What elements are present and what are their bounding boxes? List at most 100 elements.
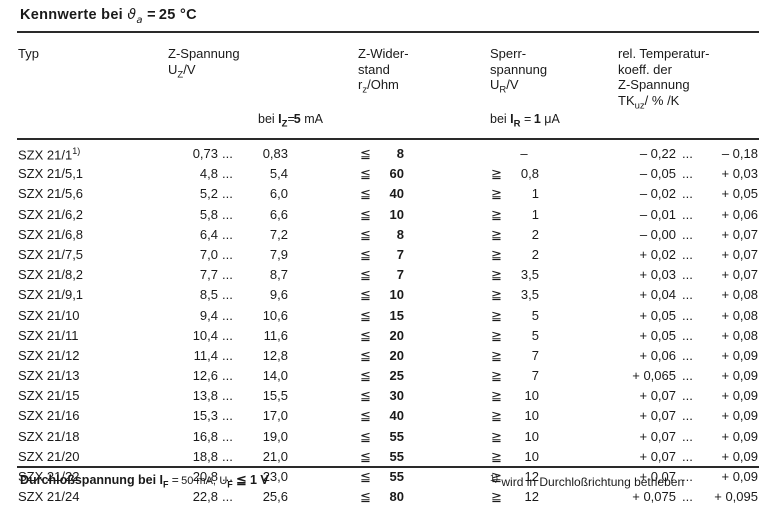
- cell-z-voltage-max: 9,6: [269, 287, 288, 303]
- cell-tempco-min: + 0,07: [639, 388, 676, 404]
- cell-tempco-min: + 0,075: [632, 489, 676, 505]
- cell-range-dots: ...: [222, 489, 233, 505]
- cell-range-dots: ...: [222, 428, 233, 444]
- table-row: SZX 21/20 18,8... 21,0 ≦ 55 ≧ 10 + 0,07... + 0,0…: [0, 449, 771, 469]
- table-row: SZX 21/6,2 5,8... 6,6 ≦ 10 ≧ 1 – 0,01... + 0,06: [0, 207, 771, 227]
- leq-icon: ≦: [360, 368, 371, 384]
- table-row: SZX 21/11) 0,73... 0,83 ≦ 8 – – 0,22... – 0,18: [0, 146, 771, 166]
- cell-type: SZX 21/6,2: [18, 206, 84, 222]
- cell-tempco-min: + 0,07: [639, 408, 676, 424]
- cell-z-resistance: 7: [396, 267, 404, 283]
- geq-icon: ≧: [491, 226, 502, 242]
- cell-tempco-min: + 0,06: [639, 347, 676, 363]
- geq-icon: ≧: [491, 327, 502, 343]
- cell-type: SZX 21/6,8: [18, 226, 84, 242]
- cell-range-dots: ...: [682, 206, 693, 222]
- condition-ir: bei IR = 1 μA: [490, 112, 560, 130]
- leq-icon: ≦: [360, 448, 371, 464]
- leq-icon: ≦: [360, 226, 371, 242]
- cell-z-voltage-min: 10,4: [192, 327, 218, 343]
- cell-z-resistance: 40: [389, 186, 404, 202]
- cell-z-voltage-min: 4,8: [199, 166, 218, 182]
- cell-range-dots: ...: [682, 146, 693, 161]
- page-title: Kennwerte bei ϑa = 25 °C: [20, 7, 197, 26]
- cell-tempco-min: + 0,07: [639, 469, 676, 484]
- geq-icon: ≧: [491, 206, 502, 222]
- cell-type: SZX 21/20: [18, 448, 80, 464]
- table-row: SZX 21/18 16,8... 19,0 ≦ 55 ≧ 10 + 0,07... + 0,0…: [0, 429, 771, 449]
- table-row: SZX 21/8,2 7,7... 8,7 ≦ 7 ≧ 3,5 + 0,03... + 0,07: [0, 267, 771, 287]
- cell-tempco-max: + 0,07: [721, 246, 758, 262]
- cell-type: SZX 21/16: [18, 408, 80, 424]
- cell-z-resistance: 25: [389, 368, 404, 384]
- cell-tempco-min: – 0,01: [639, 206, 676, 222]
- cell-tempco-max: + 0,08: [721, 327, 758, 343]
- cell-type: SZX 21/24: [18, 489, 80, 505]
- geq-icon: ≧: [491, 489, 502, 505]
- cell-range-dots: ...: [222, 307, 233, 323]
- geq-icon: ≧: [491, 428, 502, 444]
- cell-range-dots: ...: [222, 469, 233, 484]
- cell-range-dots: ...: [222, 287, 233, 303]
- cell-reverse-voltage: 10: [524, 408, 539, 424]
- cell-z-voltage-max: 17,0: [262, 408, 288, 424]
- cell-range-dots: ...: [222, 166, 233, 182]
- cell-z-voltage-max: 7,9: [269, 246, 288, 262]
- title-label: Kennwerte bei: [20, 7, 124, 23]
- table-row: SZX 21/24 22,8... 25,6 ≦ 80 ≧ 12 + 0,075... + 0,…: [0, 489, 771, 509]
- cell-type: SZX 21/18: [18, 428, 80, 444]
- cell-tempco-max: + 0,07: [721, 267, 758, 283]
- column-header-temperaturkoeffizient: rel. Temperatur- koeff. der Z-Spannung T…: [618, 46, 710, 112]
- cell-tempco-max: + 0,03: [721, 166, 758, 182]
- cell-z-voltage-min: 7,0: [199, 246, 218, 262]
- cell-range-dots: ...: [682, 347, 693, 363]
- ambient-temperature-symbol: ϑa: [127, 7, 143, 26]
- table-row: SZX 21/11 10,4... 11,6 ≦ 20 ≧ 5 + 0,05... + 0,08: [0, 328, 771, 348]
- cell-tempco-min: + 0,05: [639, 327, 676, 343]
- cell-z-voltage-min: 16,8: [192, 428, 218, 444]
- cell-reverse-voltage: 1: [531, 186, 539, 202]
- table-header: Typ Z-Spannung UZ/V Z-Wider- stand rz/Oh…: [0, 41, 771, 136]
- rule-bottom: [17, 466, 759, 468]
- cell-range-dots: ...: [222, 388, 233, 404]
- cell-range-dots: ...: [682, 428, 693, 444]
- cell-type: SZX 21/22: [18, 469, 80, 484]
- cell-range-dots: ...: [682, 388, 693, 404]
- leq-icon: ≦: [360, 166, 371, 182]
- cell-tempco-max: + 0,09: [721, 408, 758, 424]
- geq-icon: ≧: [491, 166, 502, 182]
- cell-range-dots: ...: [682, 267, 693, 283]
- cell-z-voltage-max: 19,0: [262, 428, 288, 444]
- cell-z-voltage-min: 0,73: [192, 146, 218, 161]
- cell-z-voltage-max: 14,0: [262, 368, 288, 384]
- cell-type: SZX 21/13: [18, 368, 80, 384]
- geq-icon: ≧: [491, 368, 502, 384]
- cell-reverse-voltage: 12: [524, 489, 539, 505]
- cell-range-dots: ...: [222, 347, 233, 363]
- cell-z-voltage-min: 22,8: [192, 489, 218, 505]
- cell-z-voltage-max: 23,0: [262, 469, 288, 484]
- cell-tempco-max: + 0,09: [721, 368, 758, 384]
- footer-forward-voltage: Durchloßspannung bei IF = 50 mA, UF ≦ 1 …: [20, 473, 269, 490]
- geq-icon: ≧: [491, 448, 502, 464]
- cell-reverse-voltage: 10: [524, 388, 539, 404]
- cell-range-dots: ...: [682, 307, 693, 323]
- cell-tempco-min: + 0,05: [639, 307, 676, 323]
- cell-range-dots: ...: [222, 186, 233, 202]
- cell-z-voltage-max: 5,4: [269, 166, 288, 182]
- cell-z-voltage-min: 13,8: [192, 388, 218, 404]
- column-header-sperrspannung: Sperr- spannung UR/V: [490, 46, 548, 96]
- table-row: SZX 21/12 11,4... 12,8 ≦ 20 ≧ 7 + 0,06... + 0,09: [0, 348, 771, 368]
- cell-tempco-max: + 0,095: [714, 489, 758, 505]
- cell-range-dots: ...: [682, 166, 693, 182]
- cell-z-voltage-min: 9,4: [199, 307, 218, 323]
- geq-icon: ≧: [491, 267, 502, 283]
- cell-range-dots: ...: [682, 226, 693, 242]
- geq-icon: ≧: [491, 388, 502, 404]
- leq-icon: ≦: [360, 428, 371, 444]
- cell-tempco-max: + 0,09: [721, 347, 758, 363]
- cell-tempco-min: + 0,07: [639, 448, 676, 464]
- geq-icon: ≧: [491, 186, 502, 202]
- cell-range-dots: ...: [682, 246, 693, 262]
- leq-icon: ≦: [360, 146, 371, 161]
